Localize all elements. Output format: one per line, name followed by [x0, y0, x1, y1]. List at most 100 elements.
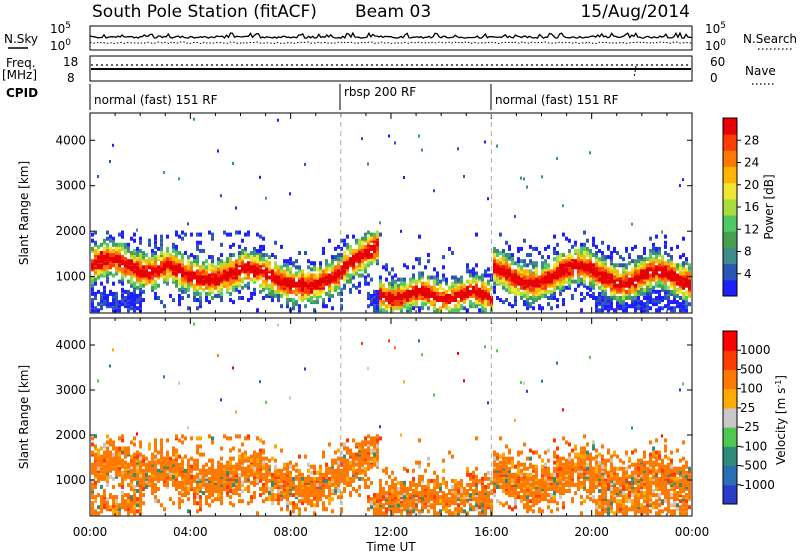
- power-cell: [556, 304, 559, 308]
- freq-left-tick-top: 18: [63, 55, 78, 69]
- cpid-segment-2: rbsp 200 RF: [344, 85, 416, 99]
- power-cell: [439, 296, 442, 300]
- velocity-cell: [157, 451, 160, 455]
- power-cell: [544, 265, 547, 269]
- velocity-cell: [379, 436, 382, 440]
- velocity-cell: [232, 465, 235, 469]
- velocity-cell: [139, 440, 142, 444]
- power-cell: [226, 282, 229, 286]
- power-cell: [655, 247, 658, 251]
- power-cell: [322, 274, 325, 278]
- velocity-cell: [238, 499, 241, 503]
- power-cell: [139, 288, 142, 292]
- power-cell: [94, 278, 97, 282]
- power-cell: [517, 276, 520, 280]
- power-cell: [658, 284, 661, 288]
- velocity-cell: [100, 485, 103, 489]
- power-cell: [370, 261, 373, 265]
- power-cell: [478, 288, 481, 292]
- power-cell: [331, 255, 334, 259]
- power-cell: [499, 298, 502, 302]
- velocity-cell: [412, 499, 415, 503]
- power-cell: [688, 302, 691, 306]
- velocity-cell: [208, 434, 211, 438]
- power-cell: [382, 292, 385, 296]
- velocity-cell: [112, 501, 115, 505]
- power-cell: [319, 278, 322, 282]
- power-cell: [310, 296, 313, 300]
- velocity-cell: [403, 495, 406, 499]
- power-cell: [442, 278, 445, 282]
- power-speckle: [484, 140, 486, 143]
- velocity-cell: [250, 455, 253, 459]
- velocity-cell: [253, 491, 256, 495]
- power-cell: [154, 241, 157, 245]
- power-cell: [535, 261, 538, 265]
- power-speckle: [367, 163, 369, 166]
- power-cell: [250, 251, 253, 255]
- power-cell: [475, 271, 478, 275]
- power-cell: [226, 288, 229, 292]
- power-cell: [307, 290, 310, 294]
- velocity-cell: [196, 509, 199, 513]
- power-cell: [403, 292, 406, 296]
- velocity-cell: [91, 505, 94, 509]
- power-speckle: [514, 215, 516, 218]
- velocity-heatmap: [91, 323, 691, 516]
- velocity-cell: [265, 475, 268, 479]
- power-cell: [619, 255, 622, 259]
- power-cell: [325, 267, 328, 271]
- velocity-cell: [307, 475, 310, 479]
- power-cell: [139, 261, 142, 265]
- power-cell: [460, 304, 463, 308]
- velocity-cell: [301, 481, 304, 485]
- power-cell: [661, 255, 664, 259]
- velocity-cell: [391, 471, 394, 475]
- velocity-cell: [157, 487, 160, 491]
- power-cell: [250, 292, 253, 296]
- velocity-cell: [109, 475, 112, 479]
- tick-exponent: 5: [65, 21, 71, 31]
- velocity-cell: [211, 499, 214, 503]
- power-cell: [106, 294, 109, 298]
- power-cell: [364, 263, 367, 267]
- velocity-cell: [409, 485, 412, 489]
- power-cell: [166, 278, 169, 282]
- velocity-cell: [121, 505, 124, 509]
- velocity-cell: [229, 461, 232, 465]
- noise-left-tick-top: 105: [50, 21, 71, 36]
- velocity-cell: [154, 489, 157, 493]
- power-speckle: [682, 178, 684, 181]
- power-cell: [325, 280, 328, 284]
- velocity-cell: [157, 469, 160, 473]
- velocity-cell: [388, 489, 391, 493]
- colorbar-tick-label: 12: [744, 222, 759, 236]
- power-cell: [364, 269, 367, 273]
- power-cell: [130, 292, 133, 296]
- power-cell: [658, 290, 661, 294]
- velocity-cell: [292, 493, 295, 497]
- power-cell: [646, 263, 649, 267]
- power-cell: [331, 306, 334, 310]
- velocity-cell: [112, 477, 115, 481]
- power-cell: [568, 267, 571, 271]
- velocity-cell: [313, 493, 316, 497]
- velocity-cell: [241, 489, 244, 493]
- power-cell: [103, 286, 106, 290]
- power-cell: [436, 288, 439, 292]
- power-cell: [505, 257, 508, 261]
- velocity-cell: [454, 507, 457, 511]
- power-cell: [478, 308, 481, 312]
- velocity-cell: [154, 495, 157, 499]
- velocity-cell: [133, 442, 136, 446]
- power-cell: [607, 267, 610, 271]
- power-cell: [631, 286, 634, 290]
- power-cell: [532, 261, 535, 265]
- power-cell: [112, 274, 115, 278]
- velocity-cell: [250, 465, 253, 469]
- power-cell: [337, 245, 340, 249]
- power-cell: [343, 239, 346, 243]
- velocity-cell: [271, 487, 274, 491]
- velocity-cell: [394, 493, 397, 497]
- power-cell: [211, 255, 214, 259]
